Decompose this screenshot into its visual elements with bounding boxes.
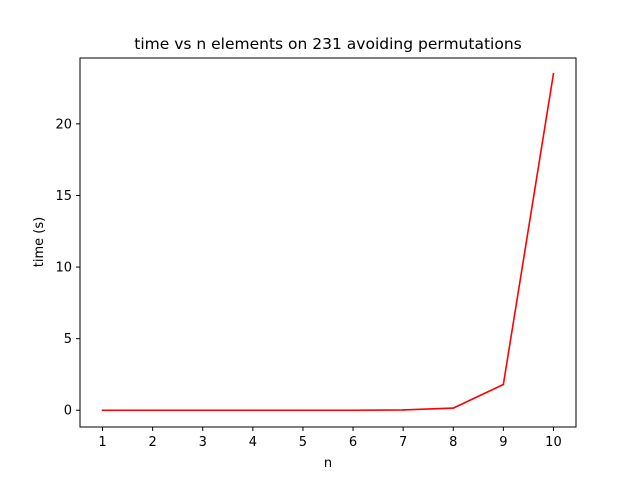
data-point [552, 72, 555, 75]
y-tick-label: 15 [55, 189, 72, 204]
y-tick-label: 10 [55, 261, 72, 276]
data-point [402, 409, 405, 411]
data-point [302, 409, 304, 412]
y-axis-label: time (s) [32, 217, 47, 267]
y-tick-label: 0 [64, 404, 72, 419]
x-tick-label: 2 [149, 435, 157, 450]
y-tick-label: 20 [55, 117, 72, 132]
series-line [102, 73, 555, 412]
plot-frame [79, 57, 577, 428]
x-tick-label: 10 [545, 435, 562, 450]
x-tick-label: 4 [249, 435, 257, 450]
series-layer [101, 72, 555, 412]
data-point [101, 409, 104, 412]
data-point [352, 409, 354, 412]
data-point [201, 409, 204, 412]
x-tick-label: 7 [399, 435, 407, 450]
chart-title: time vs n elements on 231 avoiding permu… [134, 35, 521, 53]
data-point [452, 407, 455, 409]
x-tick-label: 9 [499, 435, 507, 450]
data-point [502, 383, 505, 386]
data-point [151, 409, 154, 412]
x-axis-label: n [324, 456, 332, 471]
x-tick-label: 3 [199, 435, 207, 450]
x-tick-label: 5 [299, 435, 307, 450]
x-tick-label: 6 [349, 435, 357, 450]
x-tick-label: 1 [98, 435, 106, 450]
y-axis-ticks: 0 5 10 15 20 [55, 117, 80, 419]
x-axis-ticks: 1 2 3 4 5 6 7 8 9 10 [98, 427, 562, 450]
y-tick-label: 5 [64, 332, 72, 347]
x-tick-label: 8 [449, 435, 457, 450]
data-point [251, 409, 254, 412]
